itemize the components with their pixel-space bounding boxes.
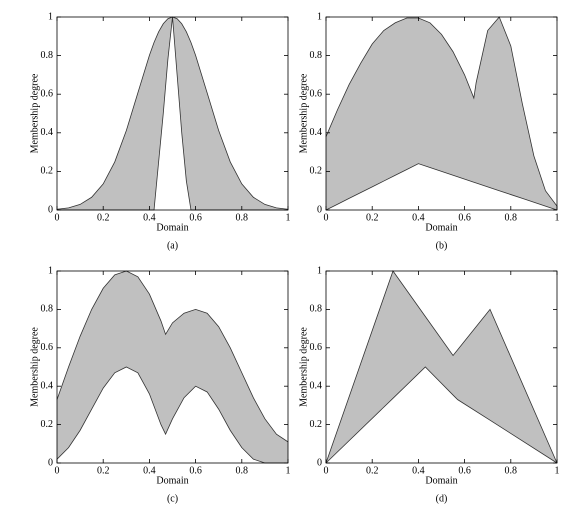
y-tick-label: 1 — [48, 11, 53, 22]
lower-curve — [56, 366, 288, 464]
y-tick-label: 0.8 — [41, 304, 54, 315]
x-tick-label: 1 — [286, 465, 291, 476]
x-tick-label: 0.4 — [143, 465, 156, 476]
x-tick-label: 0.6 — [458, 465, 471, 476]
upper-curve — [56, 270, 289, 443]
x-tick-label: 0.8 — [236, 465, 249, 476]
y-tick-label: 0.6 — [310, 342, 323, 353]
x-axis-label: Domain — [425, 475, 457, 486]
panel: 0 0.2 0.4 0.6 0.8 1 0 0.2 0.4 0.6 0.8 1 Domain Member… — [29, 265, 290, 504]
lower-curve — [325, 163, 558, 211]
x-tick-label: 0.4 — [143, 212, 156, 223]
y-axis-label: Membership degree — [29, 327, 40, 407]
x-axis-label: Domain — [156, 475, 188, 486]
y-tick-label: 1 — [317, 11, 322, 22]
y-tick-label: 0.4 — [41, 127, 54, 138]
panel: 0 0.2 0.4 0.6 0.8 1 0 0.2 0.4 0.6 0.8 1 Domain Member… — [29, 11, 290, 251]
y-tick-label: 0.2 — [310, 419, 323, 430]
y-tick-label: 0.8 — [310, 304, 323, 315]
x-tick-label: 1 — [286, 212, 291, 223]
y-tick-label: 1 — [48, 265, 53, 276]
x-tick-label: 0.2 — [97, 212, 110, 223]
y-tick-label: 0.8 — [310, 50, 323, 61]
caption: (a) — [167, 240, 178, 251]
lower-curve — [325, 366, 558, 464]
band-fill — [326, 17, 557, 210]
y-tick-label: 0 — [48, 204, 53, 215]
y-axis-label: Membership degree — [298, 327, 309, 407]
x-tick-label: 0.8 — [505, 212, 518, 223]
x-tick-label: 0 — [55, 212, 60, 223]
y-tick-label: 0.2 — [41, 166, 54, 177]
x-tick-label: 0.8 — [505, 465, 518, 476]
x-tick-label: 0.2 — [97, 465, 110, 476]
x-tick-label: 1 — [555, 465, 560, 476]
band-fill — [326, 271, 557, 463]
y-tick-label: 0.8 — [41, 50, 54, 61]
x-tick-label: 0.2 — [366, 465, 379, 476]
x-tick-label: 0 — [324, 212, 329, 223]
upper-curve — [325, 16, 558, 207]
panel: 0 0.2 0.4 0.6 0.8 1 0 0.2 0.4 0.6 0.8 1 Domain Member… — [298, 265, 559, 504]
x-tick-label: 0.6 — [189, 465, 202, 476]
y-tick-label: 0.2 — [41, 419, 54, 430]
axes-frame — [325, 270, 558, 464]
axes-frame — [325, 16, 558, 211]
caption: (c) — [167, 493, 178, 504]
y-tick-label: 0.4 — [310, 127, 323, 138]
x-tick-label: 1 — [555, 212, 560, 223]
x-tick-label: 0 — [324, 465, 329, 476]
y-tick-label: 0.6 — [41, 342, 54, 353]
x-tick-label: 0.2 — [366, 212, 379, 223]
plot-area — [57, 17, 288, 210]
panel: 0 0.2 0.4 0.6 0.8 1 0 0.2 0.4 0.6 0.8 1 Domain Member… — [298, 11, 559, 251]
y-tick-label: 0.4 — [41, 380, 54, 391]
caption: (d) — [436, 493, 448, 504]
x-tick-label: 0.6 — [458, 212, 471, 223]
y-tick-label: 1 — [317, 265, 322, 276]
x-tick-label: 0.6 — [189, 212, 202, 223]
x-tick-label: 0.4 — [412, 465, 425, 476]
caption: (b) — [436, 240, 448, 251]
y-tick-label: 0 — [317, 457, 322, 468]
y-tick-label: 0 — [317, 204, 322, 215]
y-tick-label: 0.6 — [310, 88, 323, 99]
axes-frame — [56, 16, 289, 211]
x-tick-label: 0.4 — [412, 212, 425, 223]
x-tick-label: 0.8 — [236, 212, 249, 223]
y-axis-label: Membership degree — [298, 73, 309, 153]
y-tick-label: 0 — [48, 457, 53, 468]
y-tick-label: 0.2 — [310, 166, 323, 177]
x-axis-label: Domain — [425, 222, 457, 233]
x-axis-label: Domain — [156, 222, 188, 233]
x-tick-label: 0 — [55, 465, 60, 476]
y-axis-label: Membership degree — [29, 73, 40, 153]
y-tick-label: 0.4 — [310, 380, 323, 391]
y-tick-label: 0.6 — [41, 88, 54, 99]
axes-frame — [56, 270, 289, 464]
band-fill — [57, 271, 288, 463]
